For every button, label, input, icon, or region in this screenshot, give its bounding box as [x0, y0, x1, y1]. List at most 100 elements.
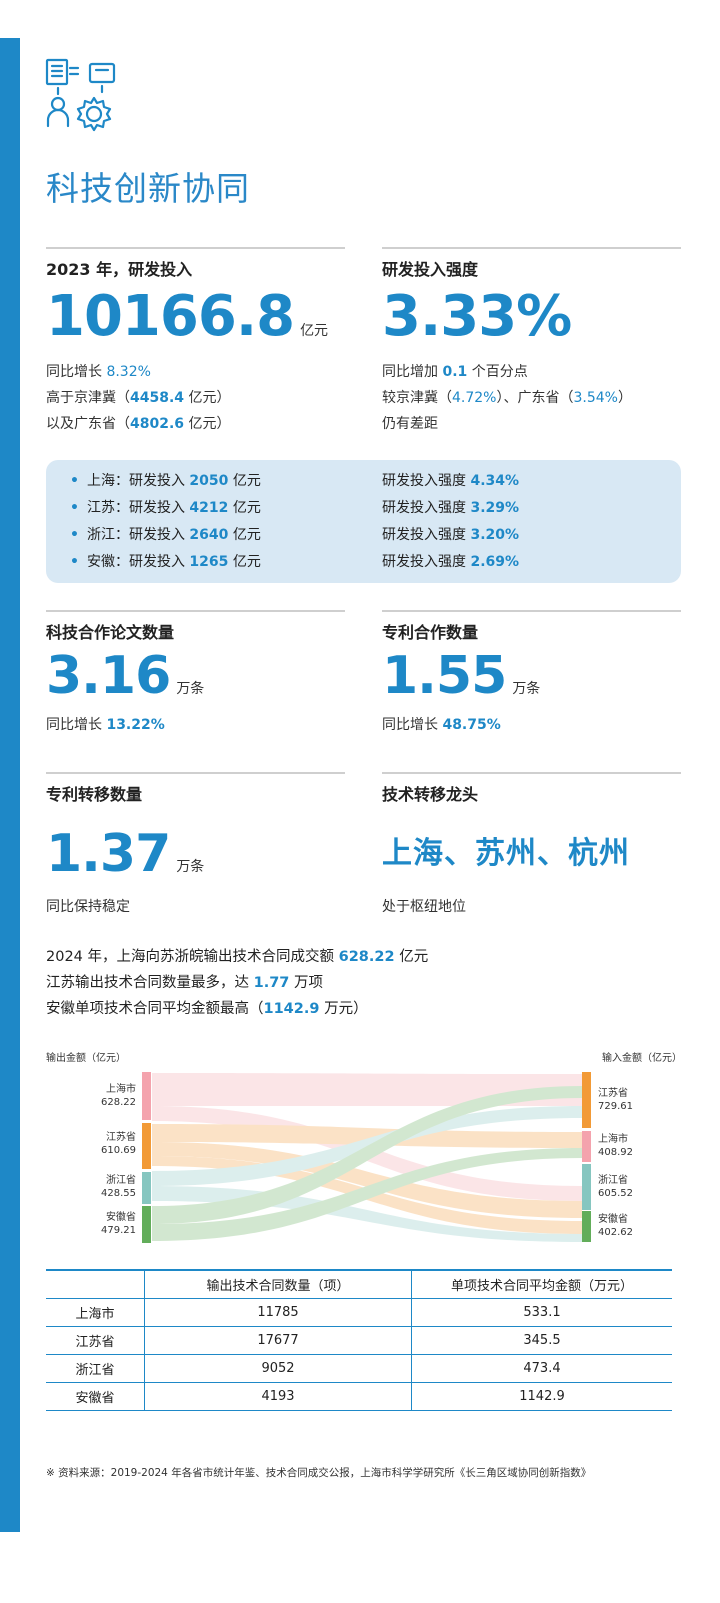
province-rd-unit: 亿元 [228, 500, 261, 516]
province-rd-unit: 亿元 [228, 554, 261, 570]
table-cell: 17677 [144, 1326, 412, 1355]
papers-unit: 万条 [176, 681, 205, 697]
intensity-gd-value: 3.54% [573, 390, 618, 406]
rd-growth-value: 8.32% [106, 364, 151, 380]
summary-line-3: 安徽单项技术合同平均金额最高（ [46, 1001, 264, 1017]
province-rd-value: 1265 [189, 554, 229, 570]
patents-growth-value: 48.75% [442, 717, 501, 733]
left-accent-bar [0, 38, 20, 1532]
intensity-compare-label: 较京津冀（ [382, 390, 452, 406]
province-intensity: 研发投入强度 3.20% [382, 522, 519, 548]
province-label: 浙江：研发投入 [86, 527, 190, 543]
papers-note: 同比增长 13.22% [46, 712, 345, 738]
right-node-value: 408.92 [598, 1147, 633, 1158]
leaders-value: 上海、苏州、杭州 [382, 836, 630, 871]
province-intensity-label: 研发投入强度 [382, 500, 471, 516]
intensity-gap-note: 仍有差距 [382, 416, 438, 432]
table-cell: 345.5 [411, 1326, 672, 1355]
table-cell: 533.1 [411, 1298, 672, 1327]
sankey-left-title: 输出金额（亿元） [46, 1051, 126, 1064]
patents-growth-label: 同比增长 [382, 717, 443, 733]
table-row: 上海市 11785 533.1 [46, 1298, 672, 1327]
sankey-right-title: 输入金额（亿元） [602, 1051, 682, 1064]
flow-anhui-jiangsu [152, 1086, 582, 1224]
source-note: ※ 资料来源：2019-2024 年各省市统计年鉴、技术合同成交公报，上海市科学… [46, 1467, 592, 1479]
table-cell: 安徽省 [46, 1382, 145, 1411]
rd-intensity-value: 3.33% [382, 284, 572, 349]
intensity-compare-mid: ）、广东省（ [496, 390, 574, 406]
province-row-jiangsu: • 江苏：研发投入 4212 亿元 研发投入强度 3.29% [70, 495, 670, 521]
rd-compare-gd-label: 以及广东省（ [46, 416, 130, 432]
right-node-value: 402.62 [598, 1227, 633, 1238]
province-intensity: 研发投入强度 4.34% [382, 468, 519, 494]
right-node-name: 江苏省 [598, 1086, 628, 1099]
province-intensity-label: 研发投入强度 [382, 473, 471, 489]
right-node-name: 浙江省 [598, 1173, 628, 1186]
flow-zhejiang-jiangsu [152, 1106, 582, 1186]
patents-note: 同比增长 48.75% [382, 712, 681, 738]
rd-intensity-value-row: 3.33% [382, 285, 681, 349]
page-title: 科技创新协同 [46, 169, 250, 208]
summary-value-1: 628.22 [338, 949, 395, 965]
rd-investment-block: 2023 年，研发投入 10166.8 亿元 同比增长 8.32% 高于京津冀（4… [46, 247, 345, 437]
tech-contract-sankey: 输出金额（亿元） 输入金额（亿元） 上海市 628.22 江苏省 610.69 … [46, 1051, 682, 1243]
sankey-node-left-zhejiang [142, 1172, 151, 1204]
table-cell: 4193 [144, 1382, 412, 1411]
summary-paragraph: 2024 年，上海向苏浙皖输出技术合同成交额 628.22 亿元 江苏输出技术合… [46, 944, 428, 1022]
province-rd-unit: 亿元 [228, 473, 261, 489]
province-intensity-value: 3.29% [470, 500, 520, 516]
left-node-name: 江苏省 [106, 1130, 136, 1143]
patents-unit: 万条 [512, 681, 541, 697]
bullet-dot: • [70, 500, 79, 516]
leaders-block: 技术转移龙头 上海、苏州、杭州 处于枢纽地位 [382, 772, 681, 920]
rd-compare-gd-unit: 亿元） [184, 416, 231, 432]
papers-growth-label: 同比增长 [46, 717, 107, 733]
sankey-flows [152, 1073, 582, 1242]
rd-growth-label: 同比增长 [46, 364, 107, 380]
right-node-value: 729.61 [598, 1101, 633, 1112]
contract-table: 输出技术合同数量（项） 单项技术合同平均金额（万元） 上海市 11785 533… [46, 1269, 672, 1411]
flow-shanghai-jiangsu [152, 1073, 582, 1106]
summary-line-2: 江苏输出技术合同数量最多，达 [46, 975, 254, 991]
summary-unit-2: 万项 [289, 975, 323, 991]
province-intensity-label: 研发投入强度 [382, 527, 471, 543]
collaboration-gear-icon [45, 58, 116, 132]
rd-compare-jjj-unit: 亿元） [184, 390, 231, 406]
table-header-cell: 单项技术合同平均金额（万元） [411, 1269, 672, 1299]
bullet-dot: • [70, 554, 79, 570]
left-node-value: 628.22 [101, 1097, 136, 1108]
table-row: 浙江省 9052 473.4 [46, 1354, 672, 1383]
transfer-unit: 万条 [176, 859, 205, 875]
province-panel: • 上海：研发投入 2050 亿元 研发投入强度 4.34% • 江苏：研发投入 4… [46, 460, 681, 583]
flow-jiangsu-shanghai [152, 1124, 582, 1148]
province-rd-unit: 亿元 [228, 527, 261, 543]
table-cell: 浙江省 [46, 1354, 145, 1383]
province-row-shanghai: • 上海：研发投入 2050 亿元 研发投入强度 4.34% [70, 468, 670, 494]
patents-value-row: 1.55 万条 [382, 646, 681, 706]
province-rd-value: 2050 [189, 473, 229, 489]
rd-investment-notes: 同比增长 8.32% 高于京津冀（4458.4 亿元） 以及广东省（4802.6… [46, 359, 345, 437]
rd-compare-jjj-label: 高于京津冀（ [46, 390, 130, 406]
table-cell: 9052 [144, 1354, 412, 1383]
rd-investment-value: 10166.8 [46, 284, 295, 349]
table-row: 安徽省 4193 1142.9 [46, 1382, 672, 1411]
leaders-label: 技术转移龙头 [382, 785, 479, 804]
intensity-compare-end: ） [617, 390, 632, 406]
transfer-note: 同比保持稳定 [46, 899, 130, 915]
bullet-dot: • [70, 473, 79, 489]
table-cell: 1142.9 [411, 1382, 672, 1411]
transfer-value: 1.37 [46, 824, 171, 884]
rd-compare-gd-value: 4802.6 [130, 416, 185, 432]
left-node-name: 上海市 [106, 1082, 136, 1095]
table-header-row: 输出技术合同数量（项） 单项技术合同平均金额（万元） [46, 1269, 672, 1299]
province-intensity: 研发投入强度 3.29% [382, 495, 519, 521]
papers-value-row: 3.16 万条 [46, 646, 345, 706]
province-intensity-label: 研发投入强度 [382, 554, 471, 570]
table-cell: 473.4 [411, 1354, 672, 1383]
table-cell: 江苏省 [46, 1326, 145, 1355]
rd-intensity-label: 研发投入强度 [382, 260, 479, 279]
table-cell: 11785 [144, 1298, 412, 1327]
sankey-node-right-zhejiang [582, 1164, 591, 1210]
transfer-block: 专利转移数量 1.37 万条 同比保持稳定 [46, 772, 345, 920]
table-row: 江苏省 17677 345.5 [46, 1326, 672, 1355]
